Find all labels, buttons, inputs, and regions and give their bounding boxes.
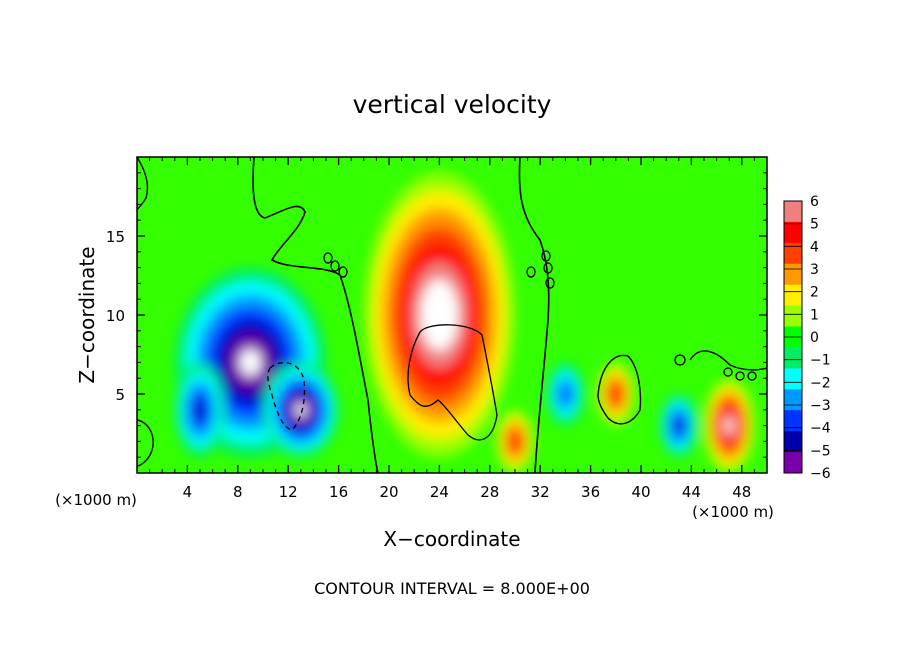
small-contour xyxy=(323,252,333,264)
downdraft-level xyxy=(295,403,307,417)
x-tick-label: 8 xyxy=(233,483,243,501)
colorbar-label: 3 xyxy=(810,262,819,278)
colorbar-label: 6 xyxy=(810,194,819,210)
small-contour xyxy=(674,354,686,366)
colorbar-swatch xyxy=(784,201,802,223)
zero-contour xyxy=(137,157,149,211)
x-axis-label: X−coordinate xyxy=(383,527,520,551)
colorbar-label: 1 xyxy=(810,307,819,323)
y-axis-label: Z−coordinate xyxy=(75,246,99,383)
plot-area xyxy=(136,156,768,474)
x-tick-label: 40 xyxy=(631,483,650,501)
contour-interval-note: CONTOUR INTERVAL = 8.000E+00 xyxy=(314,579,590,598)
x-tick-label: 48 xyxy=(732,483,751,501)
downdraft-level xyxy=(675,419,683,432)
colorbar-swatch xyxy=(784,305,802,328)
colorbar-swatch xyxy=(784,452,802,474)
downdraft-level xyxy=(560,386,571,402)
colorbar-label: 0 xyxy=(810,330,819,346)
colorbar-label: −3 xyxy=(810,398,831,414)
small-contour xyxy=(735,371,745,381)
x-unit-right: (×1000 m) xyxy=(692,503,774,521)
colorbar-swatch xyxy=(784,263,802,286)
x-tick-label: 28 xyxy=(480,483,499,501)
y-tick-label: 10 xyxy=(106,307,125,325)
colorbar: 6 5 4 3 2 1 0 −1 −2 −3 −4 −5 −6 xyxy=(783,194,831,482)
x-tick-label: 24 xyxy=(430,483,449,501)
contour-lines xyxy=(137,157,767,473)
x-tick-label: 4 xyxy=(183,483,193,501)
x-unit-left: (×1000 m) xyxy=(55,491,137,509)
small-contour xyxy=(541,250,551,262)
colorbar-swatch xyxy=(784,242,802,265)
x-tick-label: 36 xyxy=(581,483,600,501)
small-contour xyxy=(723,367,733,377)
updraft-level xyxy=(612,387,620,401)
colorbar-label: −5 xyxy=(810,443,831,459)
updraft-level xyxy=(725,418,733,433)
small-contour xyxy=(526,266,536,278)
colorbar-swatch xyxy=(784,431,802,453)
colorbar-label: 5 xyxy=(810,217,819,233)
x-tick-label: 20 xyxy=(379,483,398,501)
x-tick-label: 44 xyxy=(682,483,701,501)
y-tick-label: 5 xyxy=(115,386,125,404)
velocity-field xyxy=(174,172,755,473)
colorbar-label: −1 xyxy=(810,353,831,369)
small-contour xyxy=(338,266,348,278)
zero-contour xyxy=(518,157,550,473)
colorbar-swatch xyxy=(784,389,802,411)
updraft-level xyxy=(429,297,449,333)
chart-title: vertical velocity xyxy=(353,90,552,119)
colorbar-label: −2 xyxy=(810,375,831,391)
downdraft-level xyxy=(194,400,206,420)
colorbar-swatch xyxy=(784,284,802,307)
x-tick-label: 32 xyxy=(531,483,550,501)
colorbar-label: 2 xyxy=(810,285,819,301)
colorbar-label: 4 xyxy=(810,239,819,255)
small-contour xyxy=(545,277,555,289)
updraft-level xyxy=(511,435,519,448)
inner-contour xyxy=(407,324,498,441)
negative-contour xyxy=(267,362,306,431)
x-tick-label: 16 xyxy=(329,483,348,501)
small-contour xyxy=(330,260,340,272)
colorbar-swatch xyxy=(784,221,802,244)
colorbar-label: −6 xyxy=(810,466,831,482)
zero-contour xyxy=(597,354,642,425)
x-tick-label: 12 xyxy=(279,483,298,501)
downdraft-level xyxy=(239,348,262,376)
small-contour xyxy=(747,371,757,381)
y-tick-label: 15 xyxy=(106,228,125,246)
zero-contour xyxy=(689,350,767,371)
zero-contour xyxy=(137,419,154,467)
small-contour xyxy=(543,262,553,274)
colorbar-swatch xyxy=(784,347,802,369)
colorbar-swatch xyxy=(784,368,802,390)
colorbar-label: −4 xyxy=(810,421,831,437)
zero-contour xyxy=(252,157,379,473)
colorbar-swatch xyxy=(784,410,802,432)
